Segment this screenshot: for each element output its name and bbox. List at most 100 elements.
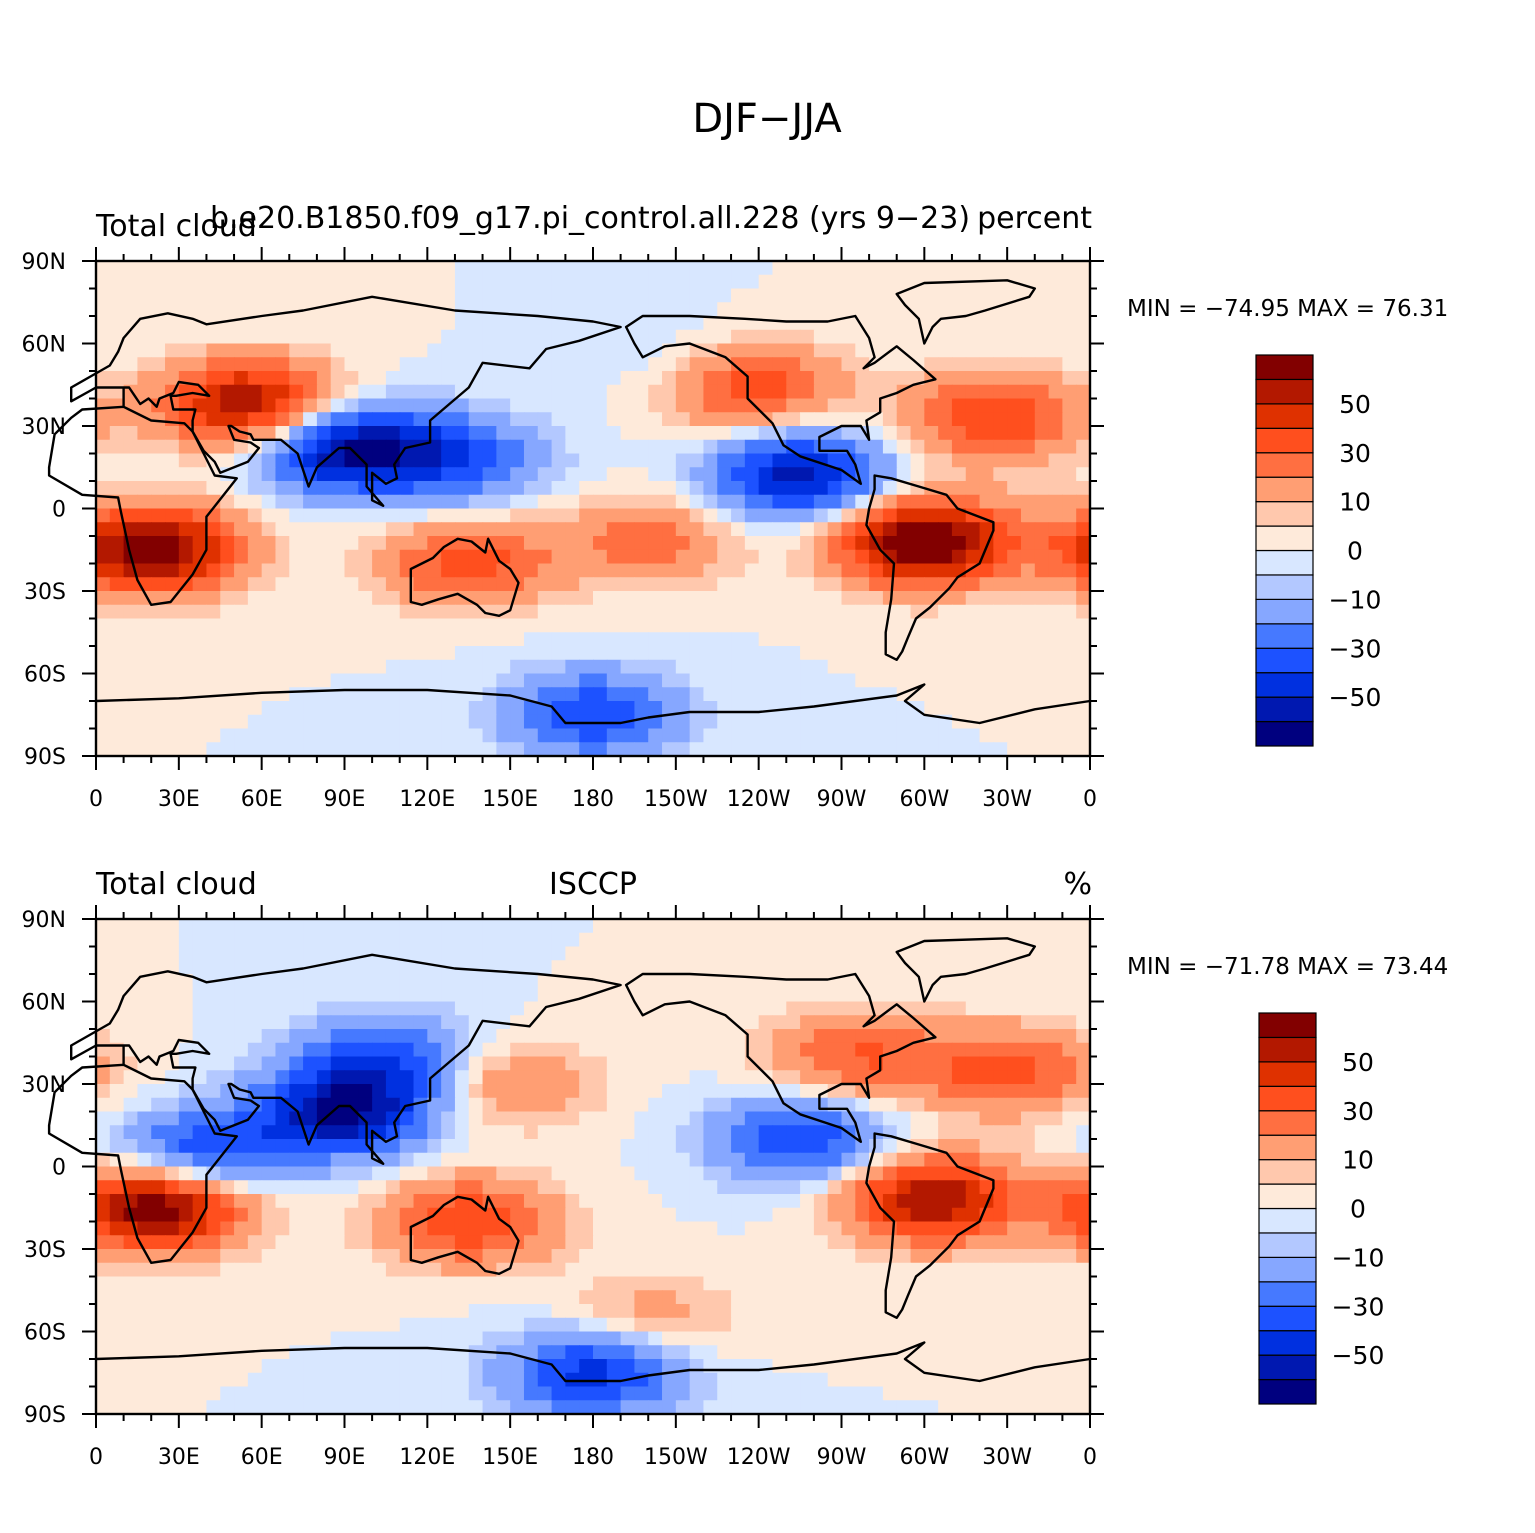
field-cell	[385, 261, 401, 276]
field-cell	[1034, 494, 1050, 510]
field-cell	[482, 384, 497, 400]
field-cell	[165, 522, 180, 537]
field-cell	[454, 467, 470, 482]
field-cell	[593, 646, 608, 661]
field-cell	[482, 467, 497, 482]
field-cell	[1048, 1125, 1063, 1140]
field-cell	[385, 316, 401, 331]
field-cell	[827, 646, 843, 661]
field-cell	[882, 494, 898, 510]
field-cell	[882, 398, 898, 413]
field-cell	[717, 274, 732, 290]
field-cell	[758, 316, 774, 331]
field-cell	[247, 288, 263, 303]
field-cell	[731, 302, 746, 317]
field-cell	[675, 742, 691, 757]
field-cell	[882, 960, 898, 975]
field-cell	[800, 974, 815, 989]
field-cell	[303, 728, 318, 743]
field-cell	[261, 398, 277, 413]
field-cell	[275, 481, 290, 496]
field-cell	[178, 467, 194, 482]
field-cell	[675, 1042, 691, 1058]
field-cell	[137, 467, 152, 482]
field-cell	[951, 919, 967, 934]
field-cell	[606, 384, 622, 400]
field-cell	[165, 563, 180, 578]
field-cell	[344, 1262, 359, 1278]
field-cell	[565, 1029, 580, 1044]
field-cell	[330, 932, 346, 948]
field-cell	[703, 288, 718, 303]
field-cell	[813, 1070, 829, 1085]
field-cell	[192, 946, 208, 961]
field-cell	[855, 673, 870, 688]
field-cell	[1034, 714, 1050, 730]
field-cell	[717, 316, 732, 331]
field-cell	[855, 1056, 870, 1071]
field-cell	[441, 1111, 456, 1126]
field-cell	[468, 1290, 484, 1305]
field-cell	[96, 659, 111, 675]
field-cell	[896, 426, 912, 441]
field-cell	[482, 261, 497, 276]
field-cell	[234, 536, 249, 551]
field-cell	[413, 343, 428, 358]
field-cell	[510, 1084, 525, 1099]
field-cell	[620, 1194, 636, 1209]
field-cell	[372, 316, 387, 331]
field-cell	[979, 316, 994, 331]
field-cell	[675, 960, 691, 975]
field-cell	[372, 536, 387, 551]
field-cell	[675, 329, 691, 345]
field-cell	[510, 1125, 525, 1140]
field-cell	[372, 919, 387, 934]
colorbar-box	[1255, 720, 1314, 747]
field-cell	[303, 1139, 318, 1154]
field-cell	[855, 701, 870, 716]
field-cell	[758, 426, 774, 441]
field-cell	[620, 398, 636, 413]
field-cell	[786, 1070, 801, 1085]
field-cell	[606, 919, 622, 934]
field-cell	[137, 1111, 152, 1126]
field-cell	[537, 1276, 553, 1291]
field-cell	[234, 329, 249, 345]
field-cell	[869, 467, 884, 482]
field-cell	[482, 453, 497, 468]
field-cell	[731, 329, 746, 345]
field-cell	[1048, 1180, 1063, 1195]
field-cell	[109, 371, 125, 386]
field-cell	[427, 932, 442, 948]
field-cell	[689, 316, 705, 331]
field-cell	[1076, 1207, 1091, 1223]
field-cell	[593, 1139, 608, 1154]
field-cell	[275, 536, 290, 551]
field-cell	[786, 974, 801, 989]
field-cell	[565, 563, 580, 578]
field-cell	[703, 1235, 718, 1250]
field-cell	[800, 1304, 815, 1319]
field-cell	[178, 343, 194, 358]
field-cell	[1034, 728, 1050, 743]
field-cell	[454, 508, 470, 523]
field-cell	[137, 1166, 152, 1181]
field-cell	[1076, 467, 1091, 482]
field-cell	[813, 1056, 829, 1071]
field-cell	[151, 1084, 166, 1099]
field-cell	[468, 1166, 484, 1181]
field-cell	[993, 343, 1008, 358]
field-cell	[137, 1317, 152, 1333]
field-cell	[703, 1194, 718, 1209]
field-cell	[441, 673, 456, 688]
field-cell	[372, 1262, 387, 1278]
field-cell	[192, 646, 208, 661]
field-cell	[910, 1056, 925, 1071]
field-cell	[510, 1317, 525, 1333]
field-cell	[855, 274, 870, 290]
field-cell	[261, 1015, 277, 1030]
field-cell	[551, 673, 566, 688]
field-cell	[358, 1070, 373, 1085]
field-cell	[137, 728, 152, 743]
field-cell	[965, 1276, 981, 1291]
